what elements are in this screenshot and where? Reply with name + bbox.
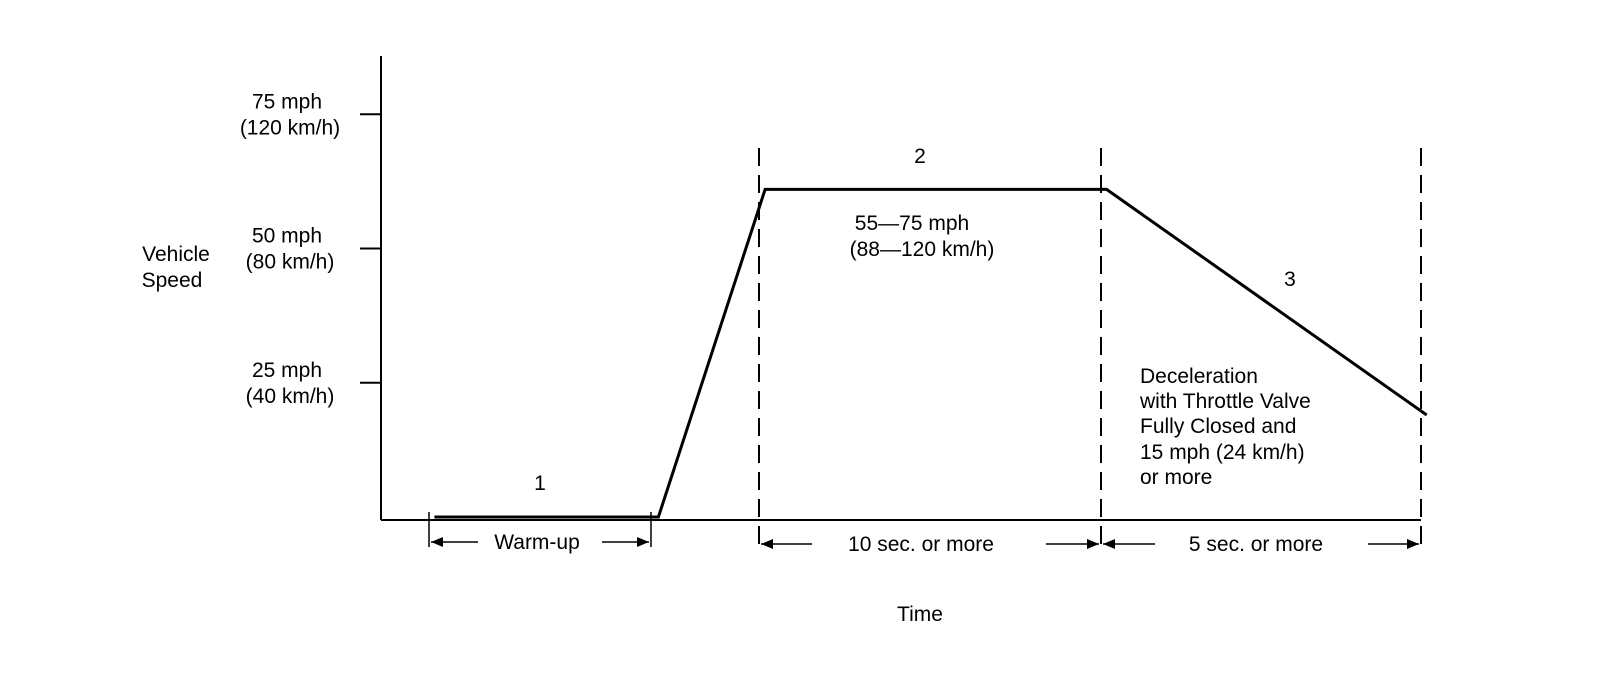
- phase-2-number: 2: [914, 145, 926, 168]
- y-tick-label-25-mph: 25 mph: [252, 359, 322, 382]
- phase-3-duration-label: 5 sec. or more: [1189, 533, 1323, 556]
- y-ticks: 25 mph (40 km/h) 50 mph (80 km/h) 75 mph…: [240, 90, 381, 408]
- y-tick-label-50-mph: 50 mph: [252, 225, 322, 248]
- warm-up-duration-label: Warm-up: [494, 531, 580, 554]
- y-axis-label-line-1: Vehicle: [142, 243, 210, 266]
- y-axis-label-line-2: Speed: [142, 269, 203, 292]
- phase-2-duration-label: 10 sec. or more: [848, 533, 994, 556]
- phase-3-note-line-1: Deceleration: [1140, 365, 1258, 388]
- y-tick-label-50-kmh: (80 km/h): [246, 251, 335, 274]
- x-axis-label: Time: [897, 603, 943, 626]
- phase-1-number: 1: [534, 472, 546, 495]
- speed-trace: [434, 187, 1428, 519]
- phase-3-note-line-4: 15 mph (24 km/h): [1140, 441, 1305, 464]
- phase-3-note-line-5: or more: [1140, 466, 1212, 489]
- y-tick-label-75-mph: 75 mph: [252, 90, 322, 113]
- phase-3-note-line-2: with Throttle Valve: [1139, 390, 1311, 413]
- phase-3-number: 3: [1284, 268, 1296, 291]
- phase-3-note-line-3: Fully Closed and: [1140, 415, 1296, 438]
- y-tick-label-75-kmh: (120 km/h): [240, 116, 340, 139]
- phase-2-speed-range-kmh: (88—120 km/h): [850, 238, 995, 261]
- y-tick-label-25-kmh: (40 km/h): [246, 385, 335, 408]
- phase-2-speed-range-mph: 55—75 mph: [855, 212, 969, 235]
